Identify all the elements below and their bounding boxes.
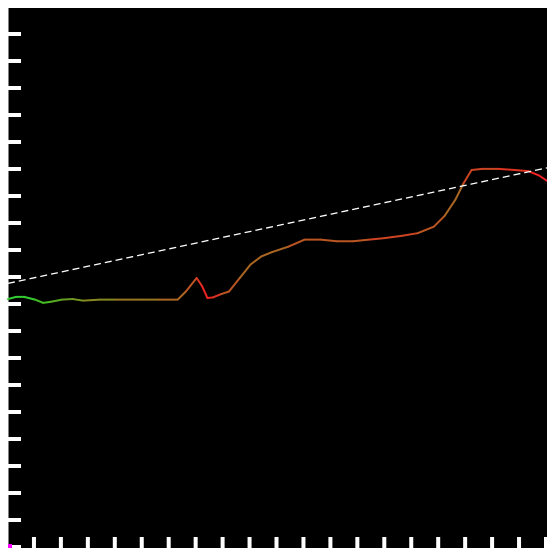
x-tick — [112, 537, 117, 548]
x-tick — [328, 537, 333, 548]
data-line-segment — [249, 255, 263, 266]
data-line-segment — [497, 167, 516, 171]
x-tick — [463, 537, 468, 548]
data-line-segment — [271, 245, 290, 254]
data-line-segment — [42, 300, 53, 304]
trend-line — [7, 167, 547, 285]
plot-background — [8, 8, 547, 548]
y-tick — [8, 518, 21, 522]
y-axis-ticks — [8, 32, 21, 549]
x-tick — [193, 537, 198, 548]
data-line-segment — [184, 277, 198, 293]
data-line-segment — [319, 238, 338, 243]
data-line-segment — [201, 285, 209, 299]
data-line-segment — [71, 298, 85, 302]
data-line-segment — [176, 290, 187, 301]
x-tick — [58, 537, 63, 548]
data-line-segment — [537, 174, 547, 182]
y-tick — [8, 356, 21, 360]
y-tick — [8, 491, 21, 495]
y-tick — [8, 410, 21, 414]
data-line-segment — [227, 277, 241, 293]
corner-marker — [8, 544, 12, 548]
data-line-segment — [368, 237, 387, 241]
data-line-segment — [260, 251, 274, 258]
data-line-segment — [513, 169, 530, 173]
y-tick — [8, 113, 21, 117]
x-tick — [490, 537, 495, 548]
data-line-segment — [351, 238, 371, 243]
x-tick — [382, 537, 387, 548]
x-tick — [436, 537, 441, 548]
data-line-segment — [33, 298, 45, 304]
data-line-segment — [384, 234, 403, 240]
data-line-segment — [432, 214, 446, 228]
x-tick — [517, 537, 522, 548]
data-line-segment — [238, 263, 252, 279]
data-line-segment — [50, 298, 63, 303]
data-line-segment — [82, 298, 101, 302]
y-tick — [8, 86, 21, 90]
x-tick — [139, 537, 144, 548]
data-line — [7, 167, 547, 304]
data-line-segment — [287, 238, 306, 248]
x-tick — [409, 537, 414, 548]
y-tick — [8, 437, 21, 441]
data-line-segment — [416, 225, 435, 235]
y-tick — [8, 464, 21, 468]
data-line-segment — [211, 293, 222, 299]
y-tick — [8, 221, 21, 225]
y-tick — [8, 167, 21, 171]
data-line-segment — [23, 295, 36, 301]
y-tick — [8, 545, 21, 549]
x-tick — [274, 537, 279, 548]
x-tick — [31, 537, 36, 548]
data-line-segment — [400, 232, 419, 237]
y-tick — [8, 383, 21, 387]
y-tick — [8, 194, 21, 198]
data-line-segment — [195, 277, 204, 288]
y-tick — [8, 275, 21, 279]
x-tick — [220, 537, 225, 548]
x-axis-ticks — [31, 537, 547, 548]
x-tick — [544, 537, 547, 548]
y-tick — [8, 248, 21, 252]
y-tick — [8, 32, 21, 36]
x-tick — [355, 537, 360, 548]
x-tick — [166, 537, 171, 548]
data-line-segment — [60, 298, 74, 301]
x-tick — [247, 537, 252, 548]
y-tick — [8, 329, 21, 333]
y-tick — [8, 140, 21, 144]
series-layer — [7, 167, 547, 304]
x-tick — [301, 537, 306, 548]
y-tick — [8, 59, 21, 63]
x-tick — [85, 537, 90, 548]
y-tick — [8, 302, 21, 306]
data-line-segment — [219, 290, 230, 296]
data-line-segment — [7, 295, 18, 301]
data-line-segment — [443, 198, 457, 217]
data-line-segment — [462, 169, 473, 185]
data-line-segment — [470, 167, 484, 171]
